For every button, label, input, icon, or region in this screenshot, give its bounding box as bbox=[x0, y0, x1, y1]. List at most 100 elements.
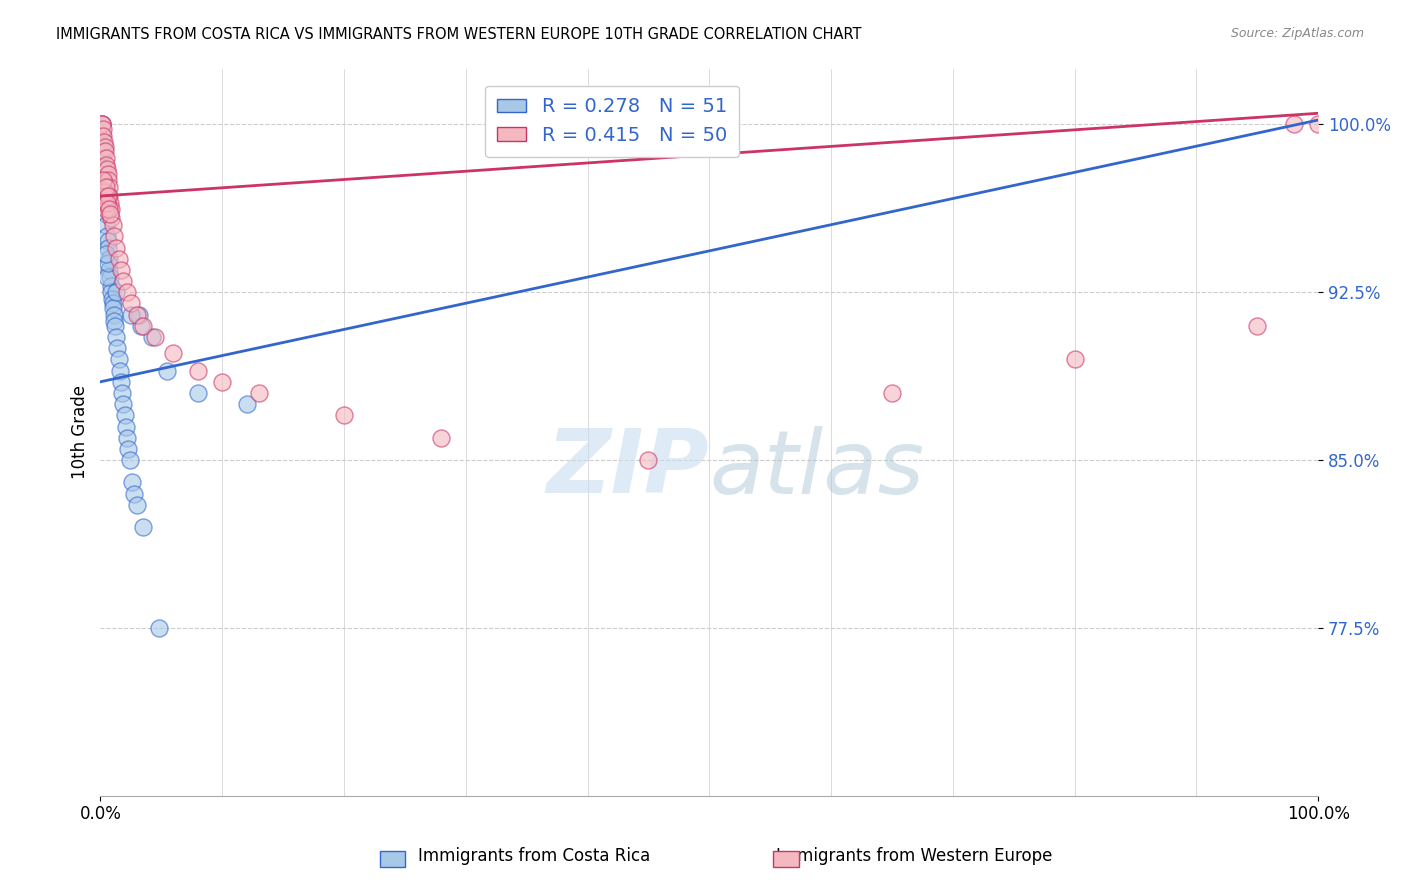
Point bbox=[333, 409, 356, 423]
Point bbox=[96, 269, 118, 284]
Point bbox=[98, 263, 121, 277]
Point bbox=[115, 419, 138, 434]
Point bbox=[97, 173, 120, 187]
Point bbox=[93, 173, 115, 187]
Point bbox=[101, 218, 124, 232]
Point bbox=[96, 195, 118, 210]
Point bbox=[90, 118, 112, 132]
Point bbox=[105, 241, 128, 255]
Point bbox=[112, 274, 135, 288]
Point bbox=[101, 296, 124, 310]
Point bbox=[93, 173, 115, 187]
Point bbox=[100, 211, 122, 226]
Point bbox=[118, 453, 141, 467]
Point bbox=[112, 397, 135, 411]
Point bbox=[129, 318, 152, 333]
Point bbox=[91, 118, 114, 132]
Point bbox=[97, 189, 120, 203]
Point bbox=[97, 167, 120, 181]
Point bbox=[132, 318, 155, 333]
Point bbox=[94, 207, 117, 221]
Text: Source: ZipAtlas.com: Source: ZipAtlas.com bbox=[1230, 27, 1364, 40]
Point bbox=[141, 330, 163, 344]
Point bbox=[108, 363, 131, 377]
Point bbox=[93, 185, 115, 199]
Point bbox=[105, 330, 128, 344]
Point bbox=[1246, 318, 1268, 333]
Point bbox=[637, 453, 659, 467]
Point bbox=[98, 195, 121, 210]
Point bbox=[132, 520, 155, 534]
Point bbox=[1063, 352, 1085, 367]
Point bbox=[120, 296, 142, 310]
Text: Immigrants from Costa Rica: Immigrants from Costa Rica bbox=[418, 847, 651, 864]
Point bbox=[94, 151, 117, 165]
Point bbox=[110, 263, 132, 277]
Point bbox=[1308, 118, 1330, 132]
Point bbox=[107, 252, 129, 266]
Point bbox=[162, 345, 184, 359]
Point bbox=[100, 202, 122, 217]
Point bbox=[143, 330, 166, 344]
Text: Immigrants from Western Europe: Immigrants from Western Europe bbox=[776, 847, 1052, 864]
Point bbox=[107, 341, 129, 355]
Point bbox=[128, 308, 150, 322]
Point bbox=[103, 229, 125, 244]
Point bbox=[97, 241, 120, 255]
Point bbox=[187, 363, 209, 377]
Point bbox=[121, 475, 143, 490]
Point bbox=[94, 195, 117, 210]
Point bbox=[120, 308, 142, 322]
Point bbox=[107, 352, 129, 367]
Point bbox=[101, 301, 124, 315]
Point bbox=[103, 314, 125, 328]
Point bbox=[115, 431, 138, 445]
Point bbox=[93, 128, 115, 143]
Point bbox=[211, 375, 233, 389]
Point bbox=[94, 145, 117, 159]
Point bbox=[156, 363, 179, 377]
Point bbox=[94, 202, 117, 217]
Legend: R = 0.278   N = 51, R = 0.415   N = 50: R = 0.278 N = 51, R = 0.415 N = 50 bbox=[485, 86, 738, 157]
Point bbox=[93, 189, 115, 203]
Point bbox=[94, 195, 117, 210]
Point bbox=[187, 386, 209, 401]
Point bbox=[91, 122, 114, 136]
Point bbox=[97, 256, 120, 270]
Point bbox=[104, 318, 127, 333]
Point bbox=[110, 375, 132, 389]
Point bbox=[97, 180, 120, 194]
Text: ZIP: ZIP bbox=[547, 425, 709, 512]
Point bbox=[93, 162, 115, 177]
Point bbox=[100, 278, 122, 293]
Point bbox=[100, 285, 122, 300]
Point bbox=[1282, 118, 1305, 132]
Point bbox=[148, 621, 170, 635]
Point bbox=[125, 308, 148, 322]
Point bbox=[97, 234, 120, 248]
Point bbox=[96, 180, 118, 194]
Point bbox=[115, 285, 138, 300]
Y-axis label: 10th Grade: 10th Grade bbox=[72, 385, 89, 479]
Point bbox=[880, 386, 903, 401]
Point bbox=[98, 269, 121, 284]
Point bbox=[98, 207, 121, 221]
Text: IMMIGRANTS FROM COSTA RICA VS IMMIGRANTS FROM WESTERN EUROPE 10TH GRADE CORRELAT: IMMIGRANTS FROM COSTA RICA VS IMMIGRANTS… bbox=[56, 27, 862, 42]
Text: atlas: atlas bbox=[709, 425, 924, 511]
Point bbox=[97, 252, 120, 266]
Point bbox=[96, 218, 118, 232]
Point bbox=[430, 431, 453, 445]
Point bbox=[90, 118, 112, 132]
Point bbox=[104, 285, 127, 300]
Point bbox=[117, 442, 139, 456]
Point bbox=[124, 486, 146, 500]
Point bbox=[247, 386, 270, 401]
Point bbox=[96, 247, 118, 261]
Point bbox=[97, 202, 120, 217]
Point bbox=[93, 136, 115, 150]
Point bbox=[125, 498, 148, 512]
Point bbox=[96, 162, 118, 177]
Point bbox=[111, 386, 134, 401]
Point bbox=[93, 185, 115, 199]
Point bbox=[235, 397, 257, 411]
